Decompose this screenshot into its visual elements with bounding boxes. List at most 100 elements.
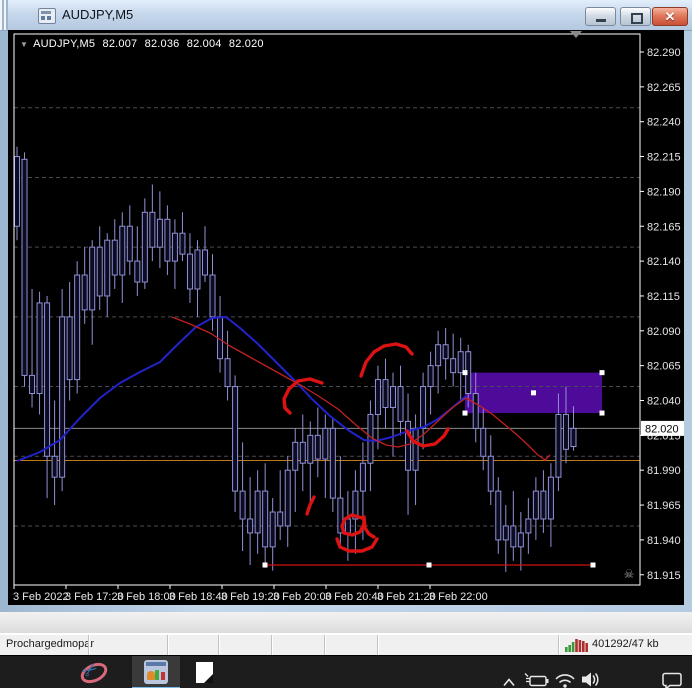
ohlc-low: 82.004 <box>186 38 222 50</box>
taskbar-metatrader-button[interactable] <box>132 656 180 688</box>
candle <box>480 407 487 471</box>
candle <box>390 372 396 457</box>
candle <box>96 226 103 310</box>
candle <box>555 393 562 492</box>
candle <box>427 351 434 415</box>
close-button[interactable]: ✕ <box>652 7 688 26</box>
candle <box>517 512 524 571</box>
price-axis-label: 82.240 <box>647 117 681 129</box>
freehand-red-annotation[interactable] <box>282 377 324 415</box>
taskbar-snipping-tool-button[interactable]: ✂ <box>77 656 111 688</box>
freehand-red-annotation[interactable] <box>305 495 316 516</box>
candle <box>374 365 381 450</box>
candle <box>525 498 532 554</box>
candlestick-layer <box>14 146 577 572</box>
trendline-handle[interactable] <box>426 562 432 568</box>
candle <box>442 328 449 380</box>
candle <box>487 435 494 506</box>
time-axis-label: 3 Feb 2022 <box>13 591 69 603</box>
action-center-icon[interactable] <box>662 664 684 688</box>
candle <box>36 291 43 415</box>
workspace-strip <box>0 612 692 633</box>
candle <box>405 393 412 515</box>
taskbar-notepad-button[interactable] <box>192 656 220 688</box>
rectangle-handle[interactable] <box>462 370 468 376</box>
candle <box>111 219 118 289</box>
candle <box>247 477 254 565</box>
candle <box>284 456 291 547</box>
maximize-button[interactable] <box>620 7 651 26</box>
candle <box>562 386 569 464</box>
price-axis-label: 81.990 <box>647 465 681 477</box>
candle <box>126 205 133 276</box>
candle <box>547 463 554 547</box>
price-axis-label: 82.290 <box>647 47 681 59</box>
candle <box>239 442 246 552</box>
candle <box>217 295 224 373</box>
chart-ohlc-header: ▼ AUDJPY,M5 82.007 82.036 82.004 82.020 <box>20 38 268 50</box>
candlestick-chart-canvas[interactable]: ☠ 82.290 82.265 82.240 82.215 82.190 82.165 82.… <box>8 30 684 605</box>
connection-signal-icon <box>565 639 588 652</box>
candle <box>194 240 201 317</box>
candle <box>156 191 163 269</box>
time-axis-label: 3 Feb 20:00 <box>273 591 332 603</box>
skull-marker-icon[interactable]: ☠ <box>624 567 635 581</box>
candle <box>66 282 73 401</box>
candle <box>502 505 509 572</box>
candle <box>104 233 111 317</box>
freehand-red-annotation[interactable] <box>405 427 450 448</box>
candle <box>262 463 269 568</box>
freehand-red-annotation[interactable] <box>335 537 379 553</box>
candle <box>292 428 299 513</box>
mt4-status-bar: Prochargedmopar 401292/47 kb <box>0 633 692 656</box>
ma-fast-blue <box>16 316 467 462</box>
candle <box>510 491 517 561</box>
candle <box>314 407 321 478</box>
candle <box>179 212 186 262</box>
freehand-red-annotation[interactable] <box>340 513 376 539</box>
candle <box>307 421 314 506</box>
candle <box>171 219 178 289</box>
price-axis-label: 82.165 <box>647 221 681 233</box>
rectangle-handle[interactable] <box>599 370 605 376</box>
candle <box>14 146 20 241</box>
battery-charging-icon[interactable] <box>524 664 550 688</box>
candle <box>472 372 479 443</box>
candle <box>382 358 389 429</box>
statusbar-divider <box>377 635 378 655</box>
window-frame-edge <box>0 0 8 30</box>
candle <box>81 247 88 324</box>
document-icon <box>196 662 213 683</box>
statusbar-divider <box>88 635 89 655</box>
chart-shift-marker-icon[interactable] <box>570 31 582 38</box>
price-axis-label: 81.940 <box>647 535 681 547</box>
freehand-red-annotation[interactable] <box>359 342 414 378</box>
window-titlebar[interactable]: AUDJPY,M5 ✕ <box>0 0 692 31</box>
candle <box>337 456 344 547</box>
statusbar-divider <box>271 635 272 655</box>
price-axis-label: 82.040 <box>647 396 681 408</box>
rectangle-handle[interactable] <box>531 390 536 396</box>
candle <box>164 205 171 276</box>
candle <box>457 337 464 401</box>
price-axis-label: 82.190 <box>647 186 681 198</box>
time-axis-label: 3 Feb 22:00 <box>429 591 488 603</box>
price-axis-label: 81.915 <box>647 570 681 582</box>
wifi-icon[interactable] <box>554 664 576 688</box>
volume-icon[interactable] <box>580 663 602 688</box>
trendline-handle[interactable] <box>590 562 596 568</box>
rectangle-handle[interactable] <box>462 410 468 416</box>
candle <box>540 470 547 533</box>
time-axis-label: 3 Feb 20:40 <box>325 591 384 603</box>
candle <box>299 414 306 492</box>
ohlc-open: 82.007 <box>102 38 138 50</box>
rectangle-handle[interactable] <box>599 410 605 416</box>
minimize-button[interactable] <box>585 7 616 26</box>
chevron-down-icon[interactable]: ▼ <box>20 40 29 49</box>
price-axis-label: 82.090 <box>647 326 681 338</box>
price-axis-label: 82.140 <box>647 256 681 268</box>
tray-expand-chevron-icon[interactable] <box>502 666 516 688</box>
candle <box>532 477 539 540</box>
statusbar-divider <box>167 635 168 655</box>
trendline-handle[interactable] <box>262 562 268 568</box>
